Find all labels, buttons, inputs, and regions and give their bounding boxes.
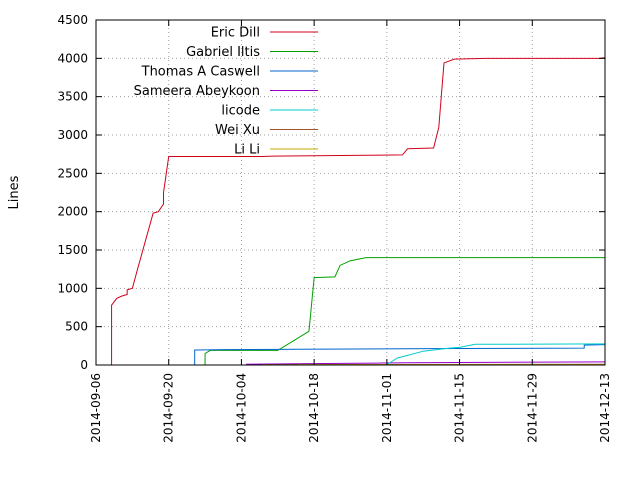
y-tick-label: 2000	[57, 205, 88, 219]
legend: Eric Dill Gabriel Iltis Thomas A Caswell Sa…	[134, 26, 318, 158]
x-tick-label: 2014-10-04	[234, 373, 248, 443]
y-tick-label: 2500	[57, 166, 88, 180]
series-line-3	[194, 344, 606, 365]
legend-label: Thomas A Caswell	[141, 65, 260, 80]
x-tick-label: 2014-11-15	[453, 373, 467, 443]
y-tick-label: 500	[65, 320, 88, 334]
x-tick-label: 2014-09-20	[162, 373, 176, 443]
y-tick-label: 1500	[57, 243, 88, 257]
y-tick-label: 3000	[57, 128, 88, 142]
y-tick-label: 4000	[57, 51, 88, 65]
y-tick-label: 1000	[57, 281, 88, 295]
series-line-1	[111, 57, 606, 365]
y-tick-label: 0	[80, 358, 88, 372]
x-tick-label: 2014-11-01	[380, 373, 394, 443]
legend-label: Eric Dill	[211, 26, 260, 41]
series-line-4	[246, 361, 606, 365]
legend-label: Li Li	[234, 143, 260, 158]
x-tick-label: 2014-12-13	[598, 373, 612, 443]
legend-label: Sameera Abeykoon	[134, 84, 260, 99]
y-tick-label: 3500	[57, 90, 88, 104]
legend-label: licode	[221, 104, 260, 119]
y-tick-label: 4500	[57, 13, 88, 27]
legend-label: Wei Xu	[215, 123, 260, 138]
x-tick-label: 2014-09-06	[89, 373, 103, 443]
plot-frame	[95, 19, 606, 366]
y-axis-label: Lines	[7, 175, 22, 209]
x-tick-label: 2014-11-29	[525, 373, 539, 443]
series-line-2	[204, 257, 605, 365]
axis-ticks: 0 500 1000 1500 2000 2500 3000 3500 4000 4500 2014…	[57, 13, 612, 443]
series-lines	[111, 57, 606, 366]
x-tick-label: 2014-10-18	[307, 373, 321, 443]
legend-label: Gabriel Iltis	[186, 45, 260, 60]
